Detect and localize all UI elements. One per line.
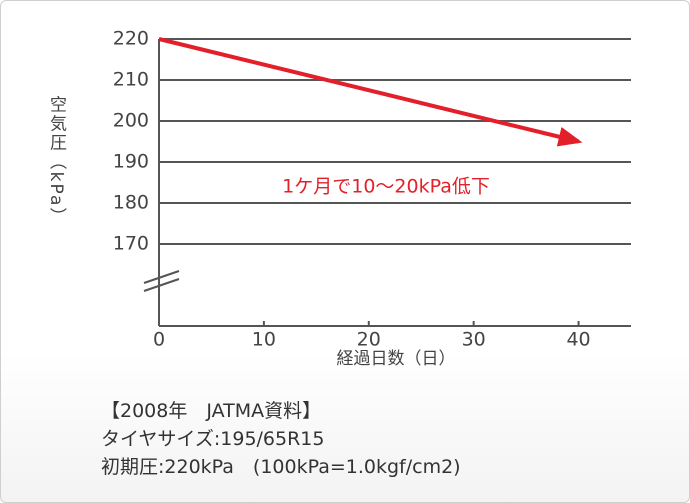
annotation: 1ケ月で10～20kPa低下 <box>282 176 490 198</box>
caption-line: 【2008年 JATMA資料】 <box>101 400 322 422</box>
y-tick-label: 190 <box>113 151 149 173</box>
y-tick-label: 180 <box>113 192 149 214</box>
x-axis-label: 経過日数（日） <box>337 349 456 369</box>
y-axis-label: 空気圧（kPa） <box>46 96 67 227</box>
y-tick-label: 210 <box>113 69 149 91</box>
chart: 空気圧（kPa） 経過日数（日） 170 180 190 200 210 220 0 10 20… <box>46 28 631 369</box>
caption-line: タイヤサイズ:195/65R15 <box>101 428 325 450</box>
x-tick-label: 10 <box>252 329 276 351</box>
caption-line: 初期圧:220kPa (100kPa=1.0kgf/cm2) <box>101 456 461 478</box>
x-tick-label: 0 <box>153 329 165 351</box>
axis-break <box>143 270 180 292</box>
y-tick-label: 220 <box>113 28 149 50</box>
y-tick-label: 200 <box>113 110 149 132</box>
trend-arrow <box>158 37 583 147</box>
x-tick-label: 30 <box>462 329 486 351</box>
x-tick-label: 40 <box>566 329 590 351</box>
y-tick-label: 170 <box>113 233 149 255</box>
x-tick-label: 20 <box>357 329 381 351</box>
